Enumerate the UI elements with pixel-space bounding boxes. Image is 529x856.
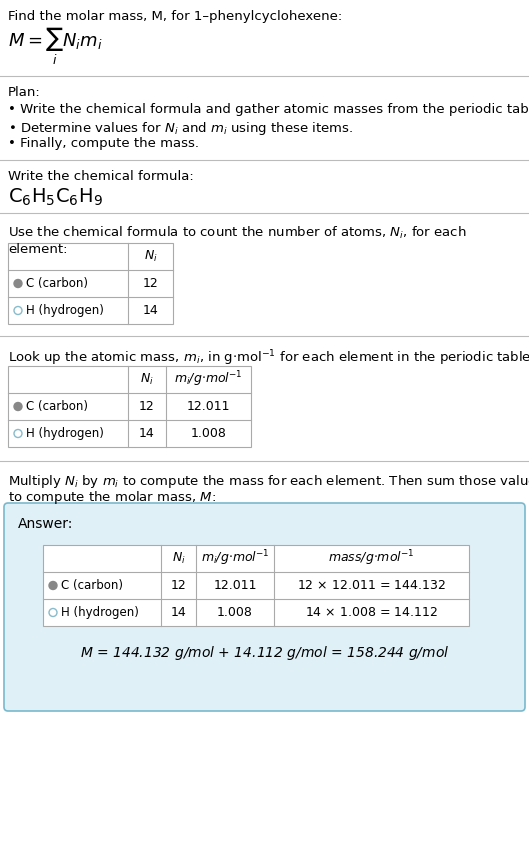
Text: $N_i$: $N_i$ [171,551,185,566]
Text: Find the molar mass, M, for 1–phenylcyclohexene:: Find the molar mass, M, for 1–phenylcycl… [8,10,342,23]
Circle shape [49,609,57,616]
Text: $\mathrm{C_6H_5C_6H_9}$: $\mathrm{C_6H_5C_6H_9}$ [8,187,103,208]
Text: Write the chemical formula:: Write the chemical formula: [8,170,194,183]
Text: • Finally, compute the mass.: • Finally, compute the mass. [8,137,199,150]
Text: 14 $\times$ 1.008 = 14.112: 14 $\times$ 1.008 = 14.112 [305,606,438,619]
Bar [8,366,251,447]
Text: $M = \sum_i N_i m_i$: $M = \sum_i N_i m_i$ [8,26,103,67]
Circle shape [49,581,57,590]
Text: H (hydrogen): H (hydrogen) [26,304,104,317]
Text: $N_i$: $N_i$ [140,372,154,387]
Text: $m_i$/g$\cdot$mol$^{-1}$: $m_i$/g$\cdot$mol$^{-1}$ [200,549,269,568]
Text: 1.008: 1.008 [217,606,253,619]
Text: 12: 12 [139,400,155,413]
Text: $M$ = 144.132 g/mol + 14.112 g/mol = 158.244 g/mol: $M$ = 144.132 g/mol + 14.112 g/mol = 158… [80,644,449,662]
Text: Use the chemical formula to count the number of atoms, $N_i$, for each element:: Use the chemical formula to count the nu… [8,225,467,256]
Text: mass/g$\cdot$mol$^{-1}$: mass/g$\cdot$mol$^{-1}$ [329,549,415,568]
Circle shape [14,430,22,437]
Text: 14: 14 [139,427,155,440]
Circle shape [14,280,22,288]
Text: • Determine values for $N_i$ and $m_i$ using these items.: • Determine values for $N_i$ and $m_i$ u… [8,120,353,137]
Text: C (carbon): C (carbon) [61,579,123,592]
Text: $N_i$: $N_i$ [144,249,157,264]
Text: H (hydrogen): H (hydrogen) [61,606,139,619]
Circle shape [14,306,22,314]
Text: 12: 12 [143,277,158,290]
FancyBboxPatch shape [4,503,525,711]
Text: to compute the molar mass, $M$:: to compute the molar mass, $M$: [8,489,216,506]
Text: Answer:: Answer: [18,517,74,531]
Text: 14: 14 [143,304,158,317]
Text: 12.011: 12.011 [213,579,257,592]
Text: 12 $\times$ 12.011 = 144.132: 12 $\times$ 12.011 = 144.132 [297,579,446,592]
Text: H (hydrogen): H (hydrogen) [26,427,104,440]
Bar [8,243,173,324]
Text: Multiply $N_i$ by $m_i$ to compute the mass for each element. Then sum those val: Multiply $N_i$ by $m_i$ to compute the m… [8,473,529,490]
Text: Plan:: Plan: [8,86,41,99]
Text: $m_i$/g$\cdot$mol$^{-1}$: $m_i$/g$\cdot$mol$^{-1}$ [174,370,243,389]
Text: C (carbon): C (carbon) [26,277,88,290]
Text: Look up the atomic mass, $m_i$, in g$\cdot$mol$^{-1}$ for each element in the pe: Look up the atomic mass, $m_i$, in g$\cd… [8,348,529,367]
Text: • Write the chemical formula and gather atomic masses from the periodic table.: • Write the chemical formula and gather … [8,103,529,116]
Circle shape [14,402,22,411]
Text: C (carbon): C (carbon) [26,400,88,413]
Text: 1.008: 1.008 [190,427,226,440]
Text: 14: 14 [171,606,186,619]
Text: 12: 12 [171,579,186,592]
Text: 12.011: 12.011 [187,400,230,413]
Bar [43,545,469,626]
